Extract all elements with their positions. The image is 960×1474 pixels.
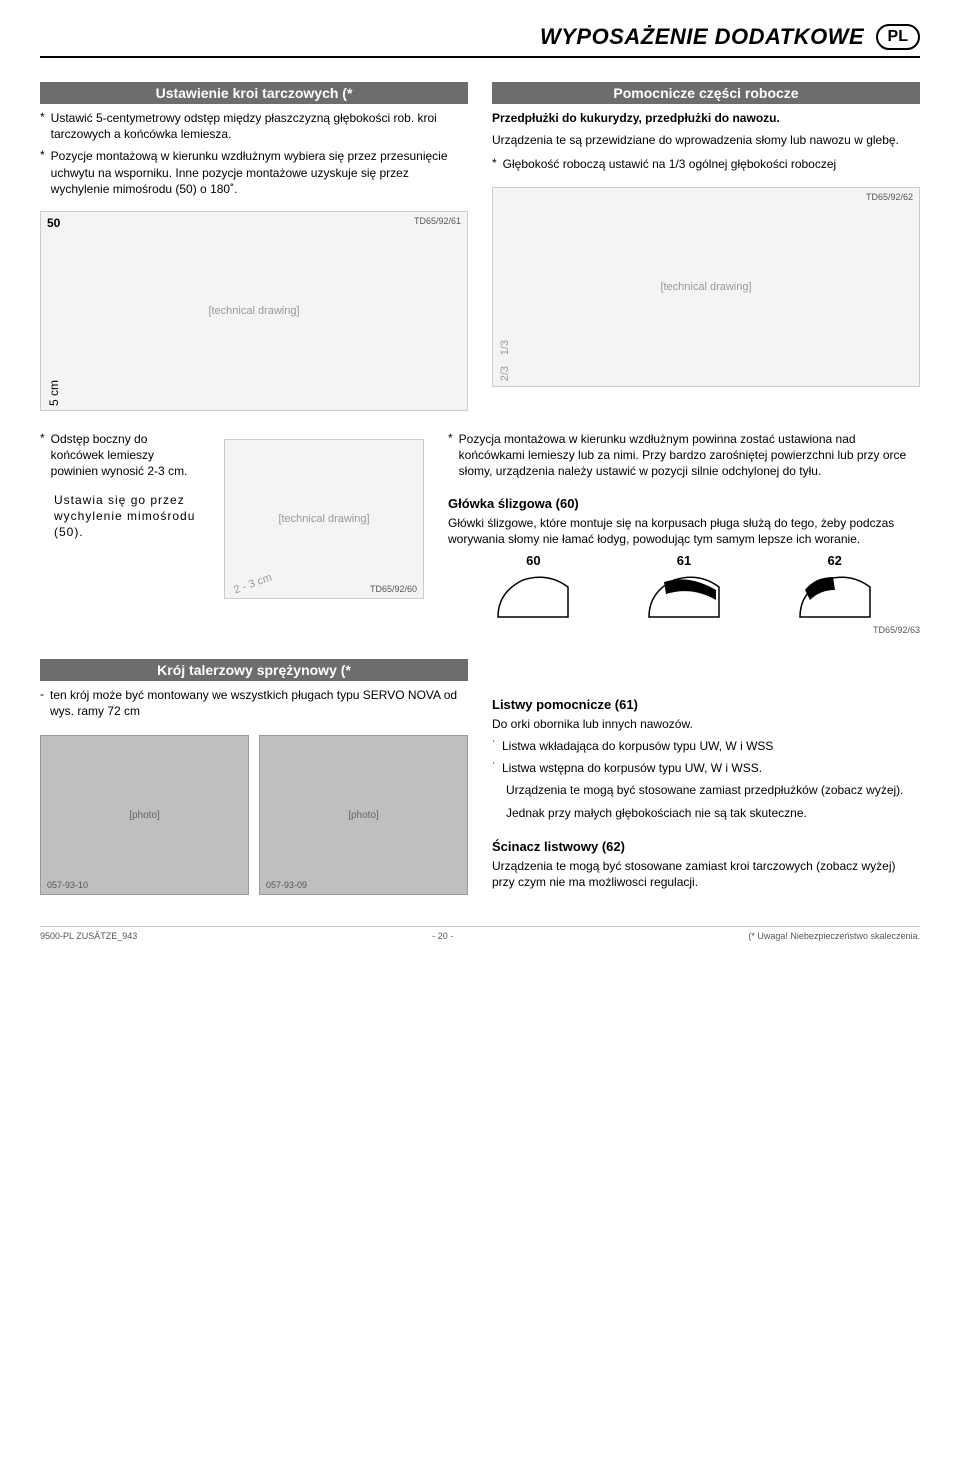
bullet-marker: * xyxy=(448,431,453,486)
figure-callout-23cm: 2 - 3 cm xyxy=(232,572,273,597)
col-left-1: Ustawienie kroi tarczowych (* * Ustawić … xyxy=(40,82,468,411)
figure-placeholder: [technical drawing] xyxy=(660,281,751,293)
page-footer: 9500-PL ZUSÄTZE_943 - 20 - (* Uwaga! Nie… xyxy=(40,926,920,941)
page-header: WYPOSAŻENIE DODATKOWE PL xyxy=(40,24,920,50)
sec2-p2-text: Głębokość roboczą ustawić na 1/3 ogólnej… xyxy=(503,156,837,172)
sec5-p3: Jednak przy małych głębokościach nie są … xyxy=(492,805,920,821)
footer-left: 9500-PL ZUSÄTZE_943 xyxy=(40,931,137,941)
sec3-right-p1: * Pozycja montażowa w kierunku wzdłużnym… xyxy=(448,431,920,486)
sec2-heading: Przedpłużki do kukurydzy, przedpłużki do… xyxy=(492,110,920,126)
photo-code: 057-93-10 xyxy=(47,880,88,890)
bullet-marker: ˙ xyxy=(492,760,496,782)
sec4-p: - ten krój może być montowany we wszystk… xyxy=(40,687,468,725)
sec1-p2: * Pozycje montażową w kierunku wzdłużnym… xyxy=(40,148,468,203)
footer-center: - 20 - xyxy=(432,931,453,941)
figure-code: TD65/92/62 xyxy=(866,192,913,202)
sec4-p-text: ten krój może być montowany we wszystkic… xyxy=(50,687,468,719)
shapes-row: 60 61 62 xyxy=(448,553,920,625)
sec3-right-p2: Główki ślizgowe, które montuje się na ko… xyxy=(448,515,920,547)
shape-num-60: 60 xyxy=(458,553,609,568)
shape-60: 60 xyxy=(458,553,609,625)
row-3: Krój talerzowy sprężynowy (* - ten krój … xyxy=(40,659,920,896)
shape-61: 61 xyxy=(609,553,760,625)
sec3-subheading: Główka ślizgowa (60) xyxy=(448,496,920,511)
shape-62-icon xyxy=(795,572,875,622)
shape-61-icon xyxy=(644,572,724,622)
footer-right: (* Uwaga! Niebezpieczeństwo skaleczenia. xyxy=(748,931,920,941)
row-1: Ustawienie kroi tarczowych (* * Ustawić … xyxy=(40,82,920,411)
bullet-marker: * xyxy=(40,148,45,203)
row2-left: * Odstęp boczny do końcówek lemieszy pow… xyxy=(40,431,200,635)
row2-right: * Pozycja montażowa w kierunku wzdłużnym… xyxy=(448,431,920,635)
section-bar-2: Pomocnicze części robocze xyxy=(492,82,920,104)
sec5-p1: Do orki obornika lub innych nawozów. xyxy=(492,716,920,732)
sec5-b1: ˙ Listwa wkładająca do korpusów typu UW,… xyxy=(492,738,920,760)
photo-placeholder: [photo] xyxy=(129,810,160,821)
row-2: * Odstęp boczny do końcówek lemieszy pow… xyxy=(40,431,920,635)
sec2-p2: * Głębokość roboczą ustawić na 1/3 ogóln… xyxy=(492,156,920,178)
sec5-p4: Urządzenia te mogą być stosowane zamiast… xyxy=(492,858,920,890)
figure-callout-50: 50 xyxy=(47,216,60,230)
figure-placeholder: [technical drawing] xyxy=(278,513,369,525)
col-right-1: Pomocnicze części robocze Przedpłużki do… xyxy=(492,82,920,411)
row3-left: Krój talerzowy sprężynowy (* - ten krój … xyxy=(40,659,468,896)
sec2-p1: Urządzenia te są przewidziane do wprowad… xyxy=(492,132,920,148)
bullet-marker: * xyxy=(40,431,45,486)
shapes-code: TD65/92/63 xyxy=(448,625,920,635)
photo-placeholder: [photo] xyxy=(348,810,379,821)
sec5-b2-text: Listwa wstępna do korpusów typu UW, W i … xyxy=(502,760,762,776)
figure-td65-92-62: TD65/92/62 1/3 2/3 [technical drawing] xyxy=(492,187,920,387)
row3-right: Listwy pomocnicze (61) Do orki obornika … xyxy=(492,659,920,896)
bullet-marker: ˙ xyxy=(492,738,496,760)
header-rule xyxy=(40,56,920,58)
shape-62: 62 xyxy=(759,553,910,625)
figure-code: TD65/92/61 xyxy=(414,216,461,226)
sec5-h2: Ścinacz listwowy (62) xyxy=(492,839,920,854)
sec5-h1: Listwy pomocnicze (61) xyxy=(492,697,920,712)
sec3-left-p2: Ustawia się go przez wychylenie mimośrod… xyxy=(40,492,200,541)
row2-mid: TD65/92/60 2 - 3 cm [technical drawing] xyxy=(224,431,424,635)
bullet-marker: - xyxy=(40,687,44,725)
sec5-b2: ˙ Listwa wstępna do korpusów typu UW, W … xyxy=(492,760,920,782)
sec3-left-p1-text: Odstęp boczny do końcówek lemieszy powin… xyxy=(51,431,200,480)
figure-td65-92-60: TD65/92/60 2 - 3 cm [technical drawing] xyxy=(224,439,424,599)
section-bar-3: Krój talerzowy sprężynowy (* xyxy=(40,659,468,681)
figure-callout-23: 2/3 xyxy=(499,366,511,381)
shape-num-62: 62 xyxy=(759,553,910,568)
header-title: WYPOSAŻENIE DODATKOWE xyxy=(540,24,864,50)
photo-row: [photo] 057-93-10 [photo] 057-93-09 xyxy=(40,735,468,895)
shape-num-61: 61 xyxy=(609,553,760,568)
sec1-p1: * Ustawić 5-centymetrowy odstęp między p… xyxy=(40,110,468,148)
bullet-marker: * xyxy=(40,110,45,148)
photo-057-93-09: [photo] 057-93-09 xyxy=(259,735,468,895)
bullet-marker: * xyxy=(492,156,497,178)
sec3-right-p1-text: Pozycja montażowa w kierunku wzdłużnym p… xyxy=(459,431,920,480)
figure-td65-92-61: TD65/92/61 50 5 cm [technical drawing] xyxy=(40,211,468,411)
section-bar-1: Ustawienie kroi tarczowych (* xyxy=(40,82,468,104)
lang-badge: PL xyxy=(876,24,920,50)
photo-057-93-10: [photo] 057-93-10 xyxy=(40,735,249,895)
figure-placeholder: [technical drawing] xyxy=(208,305,299,317)
sec3-left-p1: * Odstęp boczny do końcówek lemieszy pow… xyxy=(40,431,200,486)
sec5-b1-text: Listwa wkładająca do korpusów typu UW, W… xyxy=(502,738,773,754)
sec1-p2-text: Pozycje montażową w kierunku wzdłużnym w… xyxy=(51,148,468,197)
shape-60-icon xyxy=(493,572,573,622)
sec5-p2: Urządzenia te mogą być stosowane zamiast… xyxy=(492,782,920,798)
figure-callout-13: 1/3 xyxy=(499,340,511,355)
figure-callout-5cm: 5 cm xyxy=(47,380,61,406)
figure-code: TD65/92/60 xyxy=(370,584,417,594)
photo-code: 057-93-09 xyxy=(266,880,307,890)
sec1-p1-text: Ustawić 5-centymetrowy odstęp między pła… xyxy=(51,110,468,142)
